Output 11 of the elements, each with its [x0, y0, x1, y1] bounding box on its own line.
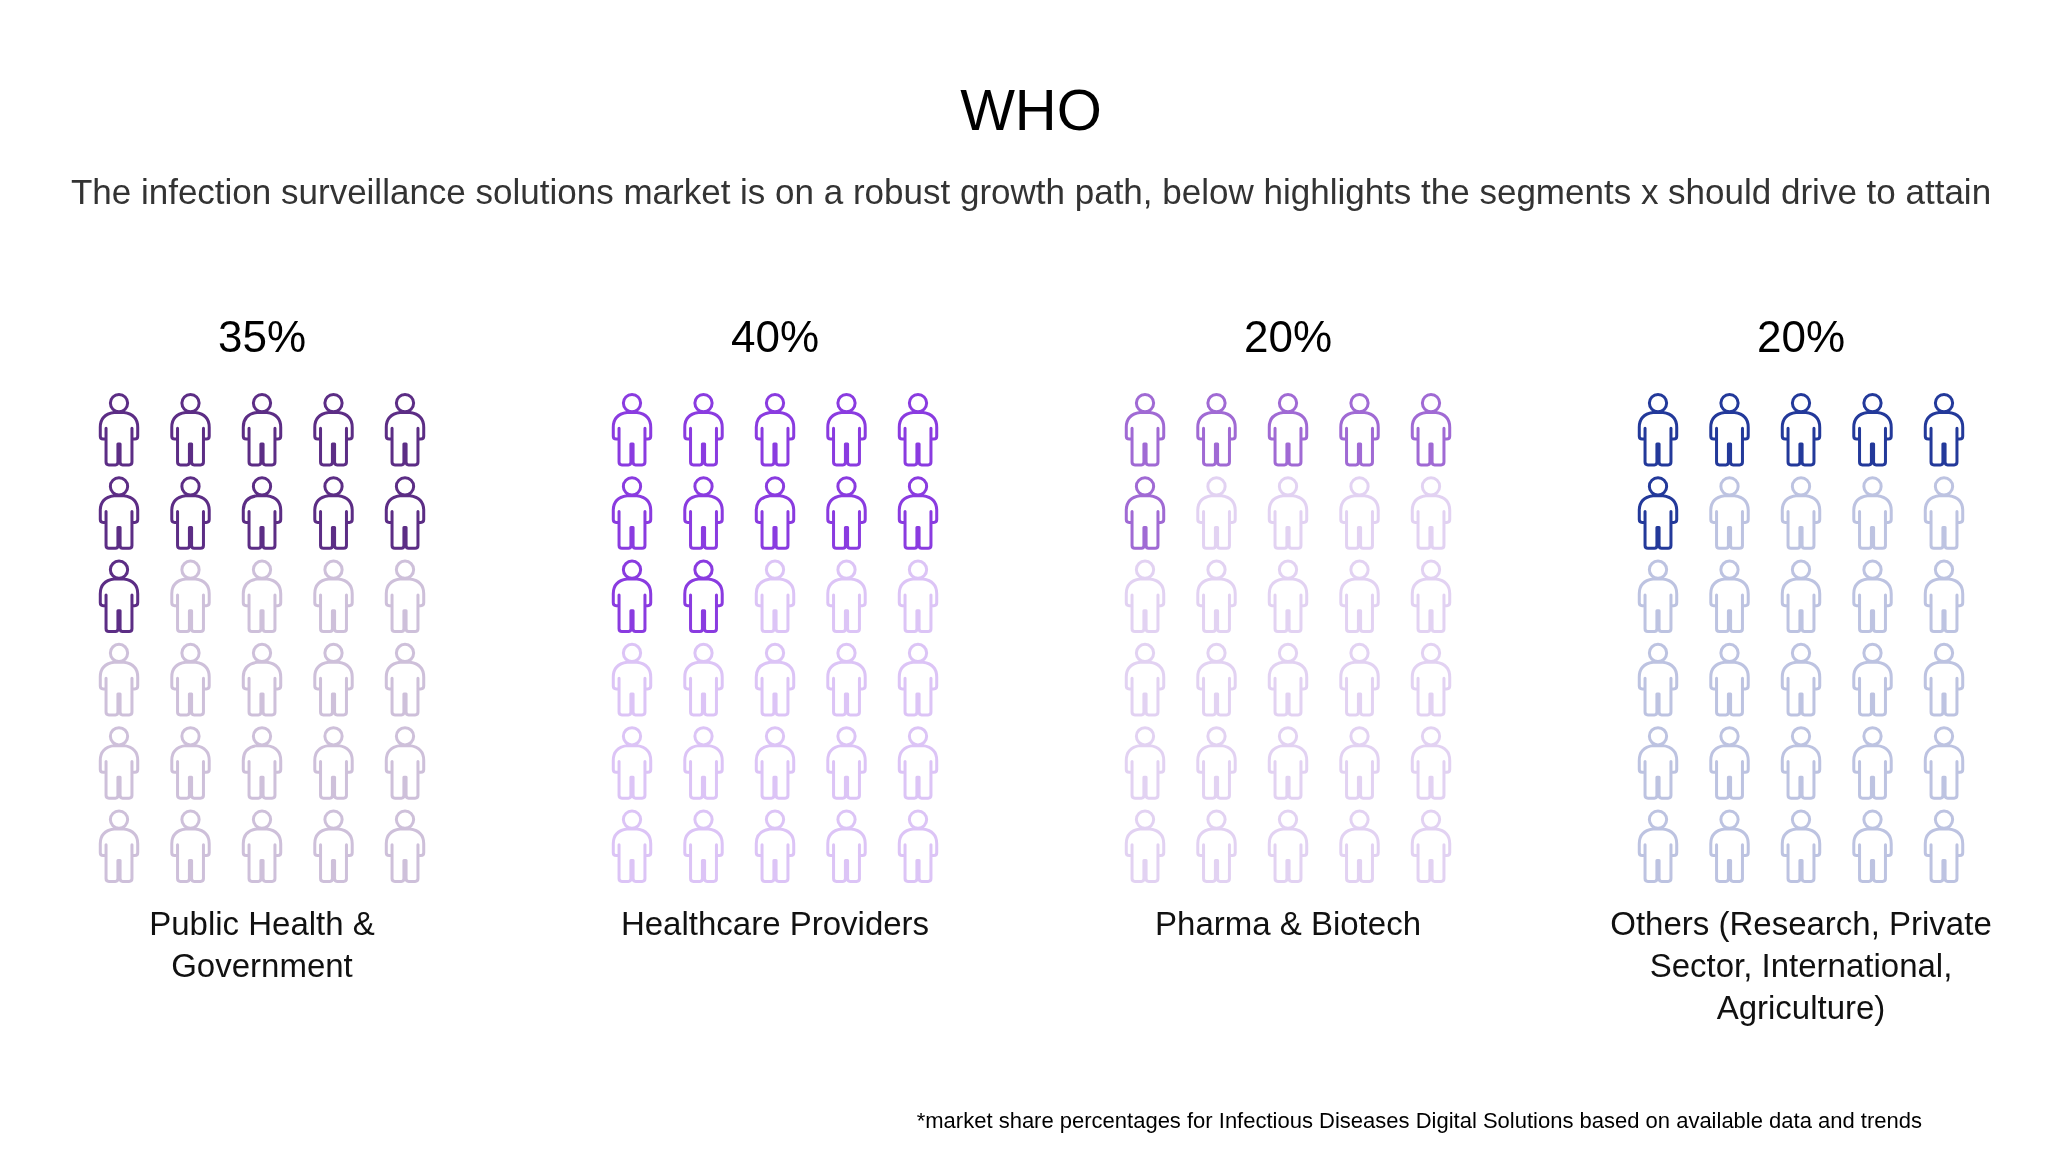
data-label: 20% — [1243, 312, 1333, 361]
text: *market share percentages for Infectious Diseases Digital Solutions based on available data and trends — [916, 1108, 1922, 1133]
category-label: Healthcare Providers — [620, 905, 930, 942]
text: The infection surveillance solutions market is on a robust growth path, below highlights the segments x should drive to attain — [70, 172, 1992, 211]
category-label: Others (Research, Private Sector, International, Agriculture) — [1610, 905, 1992, 1026]
data-label: 20% — [1756, 312, 1846, 361]
text: WHO — [960, 77, 1102, 142]
category-label: Pharma & Biotech — [1155, 905, 1421, 942]
data-label: 40% — [730, 312, 820, 361]
data-label: 35% — [217, 312, 307, 361]
category-label: Public Health & Government — [149, 905, 375, 984]
